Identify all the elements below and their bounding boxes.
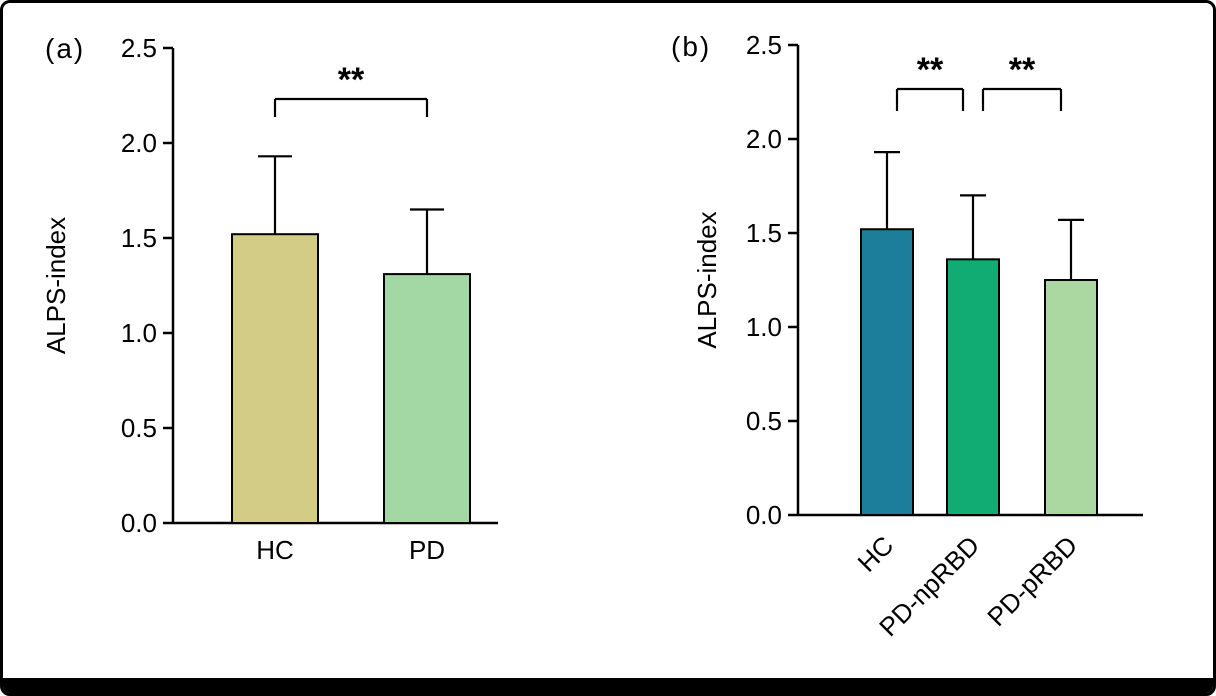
y-tick-label: 2.5 [746, 30, 782, 60]
y-axis-label: ALPS-index [692, 211, 722, 348]
y-tick-label: 1.5 [746, 218, 782, 248]
bar-PD [383, 273, 471, 524]
significance-stars: ** [917, 51, 944, 89]
bar-PD-pRBD [1044, 279, 1098, 516]
x-tick-label-HC: HC [851, 530, 899, 578]
y-tick-label: 2.5 [121, 33, 157, 63]
bar-charts-canvas: 0.0 0.5 1.0 1.5 2.0 2.5 ALPS-index HC PD ** 0.0 0.5… [41, 30, 1143, 642]
figure-bottom-border [3, 678, 1213, 693]
bar-HC [231, 233, 319, 524]
y-tick-label: 0.0 [121, 508, 157, 538]
x-tick-label-PD: PD [409, 535, 445, 565]
panel-b-label: (b) [671, 31, 712, 62]
bar-PD-npRBD [946, 258, 1000, 516]
x-tick-label-PD-pRBD: PD-pRBD [981, 530, 1083, 632]
x-tick-label-HC: HC [256, 535, 294, 565]
y-tick-label: 0.5 [746, 406, 782, 436]
y-tick-label: 2.0 [121, 128, 157, 158]
y-axis-label: ALPS-index [41, 217, 71, 354]
y-tick-label: 0.0 [746, 500, 782, 530]
panel-a-label: (a) [45, 33, 86, 64]
y-tick-label: 1.0 [121, 318, 157, 348]
y-tick-label: 1.5 [121, 223, 157, 253]
significance-stars: ** [338, 61, 365, 99]
y-tick-label: 2.0 [746, 124, 782, 154]
significance-stars: ** [1009, 51, 1036, 89]
y-tick-label: 0.5 [121, 413, 157, 443]
bar-HC [860, 228, 914, 517]
y-tick-label: 1.0 [746, 312, 782, 342]
